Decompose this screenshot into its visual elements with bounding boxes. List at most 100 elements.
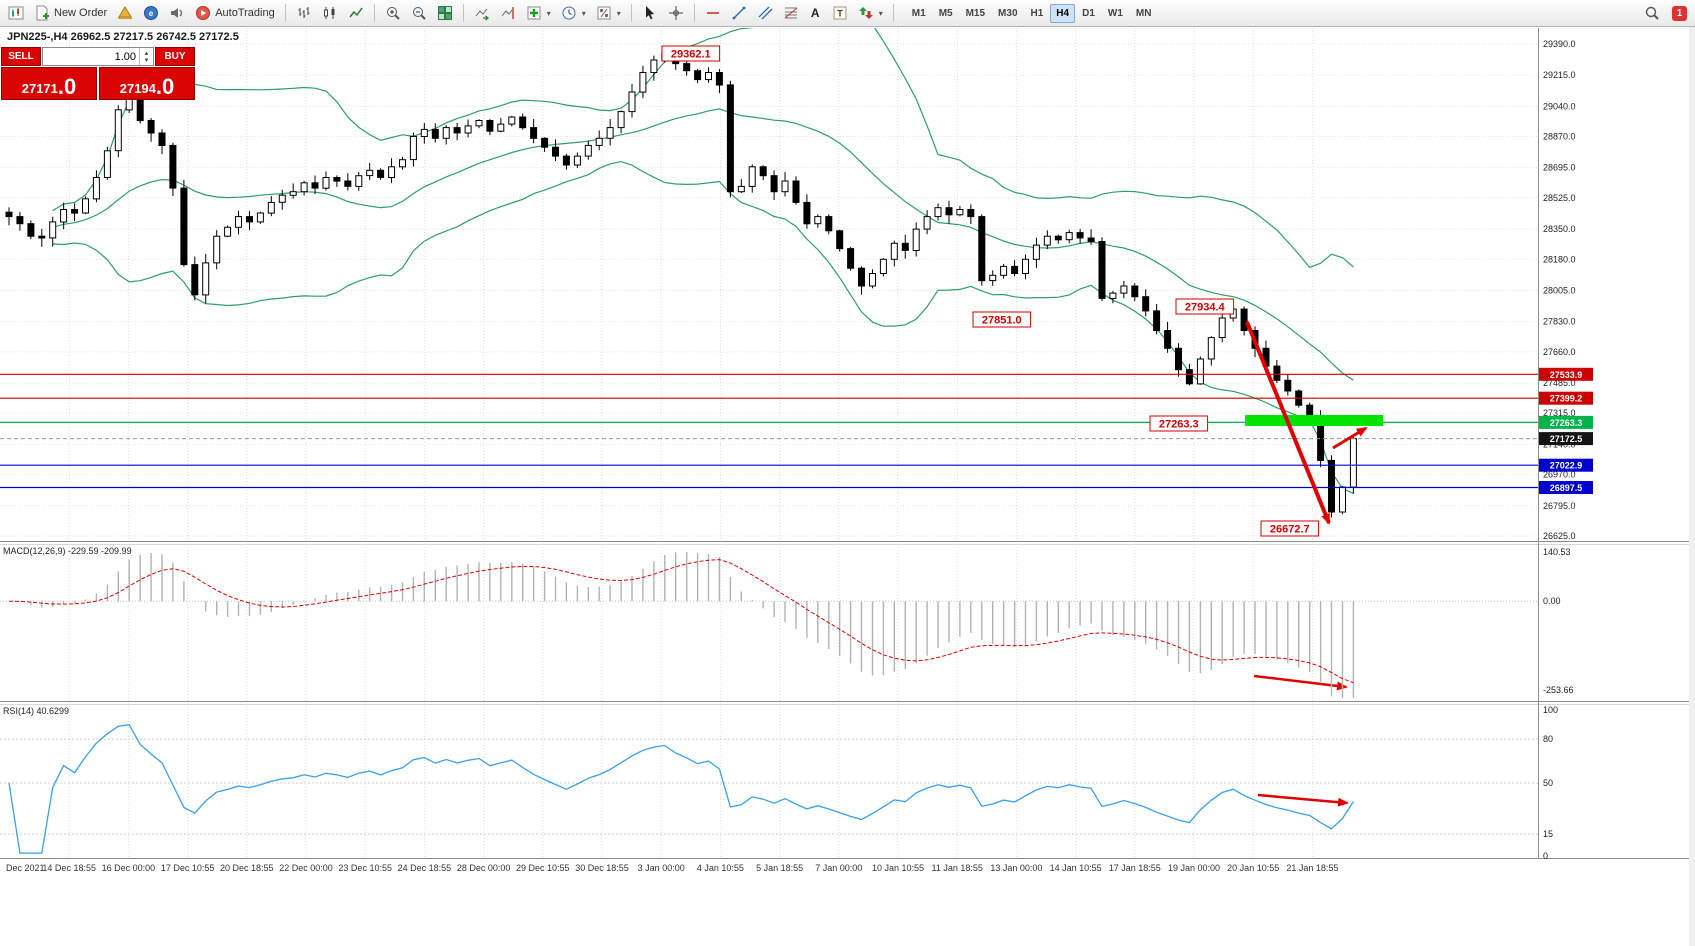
notification-badge[interactable]: 1 (1672, 5, 1687, 21)
metaeditor-icon[interactable]: e (139, 3, 163, 24)
periods-clock-icon[interactable]: ▾ (557, 3, 590, 24)
svg-text:28180.0: 28180.0 (1543, 254, 1576, 264)
text-icon[interactable]: A (810, 6, 820, 20)
price-tag (1539, 458, 1593, 472)
svg-text:4 Jan 10:55: 4 Jan 10:55 (697, 863, 744, 873)
pane-frame[interactable] (0, 27, 1695, 946)
volume-down-icon[interactable]: ▾ (144, 56, 149, 64)
svg-text:27660.0: 27660.0 (1543, 347, 1576, 357)
fibonacci-icon[interactable] (779, 3, 803, 24)
chart-shift-icon[interactable] (496, 3, 520, 24)
svg-text:27485.0: 27485.0 (1543, 378, 1576, 388)
svg-text:27263.3: 27263.3 (1550, 418, 1583, 428)
bollinger-bands[interactable] (52, 9, 1354, 494)
buy-price-main: 27194 (119, 81, 156, 96)
svg-text:5 Jan 18:55: 5 Jan 18:55 (756, 863, 803, 873)
text-label-icon[interactable]: T (828, 3, 852, 24)
svg-text:27315.0: 27315.0 (1543, 408, 1576, 418)
dropdown-caret: ▾ (546, 8, 551, 18)
svg-text:16 Dec 00:00: 16 Dec 00:00 (102, 863, 156, 873)
timeframe-d1[interactable]: D1 (1082, 7, 1095, 19)
svg-text:80: 80 (1543, 734, 1553, 744)
price-callout (1149, 415, 1209, 432)
volume-spin-buttons[interactable]: ▴ ▾ (139, 48, 153, 65)
svg-text:50: 50 (1543, 778, 1553, 788)
timeframe-m1[interactable]: M1 (911, 7, 926, 19)
svg-text:140.53: 140.53 (1543, 547, 1571, 557)
price-callout (661, 45, 721, 62)
timeframe-m30[interactable]: M30 (998, 7, 1018, 19)
timeframe-m5[interactable]: M5 (938, 7, 953, 19)
candlestick-chart-icon[interactable] (318, 3, 342, 24)
dropdown-caret: ▾ (878, 8, 883, 18)
sell-button[interactable]: SELL (1, 47, 41, 66)
svg-text:26625.0: 26625.0 (1543, 531, 1576, 541)
rsi-pane[interactable] (0, 724, 1538, 854)
svg-text:26897.5: 26897.5 (1550, 483, 1583, 493)
rsi-label: RSI(14) 40.6299 (3, 706, 70, 716)
svg-text:29215.0: 29215.0 (1543, 70, 1576, 80)
timeframe-w1[interactable]: W1 (1107, 7, 1123, 19)
buy-button[interactable]: BUY (155, 47, 195, 66)
equidistant-channel-icon[interactable] (753, 3, 777, 24)
svg-text:0: 0 (1543, 851, 1548, 861)
trendline-icon[interactable] (727, 3, 751, 24)
auto-scroll-icon[interactable] (470, 3, 494, 24)
svg-text:0.00: 0.00 (1543, 596, 1561, 606)
svg-text:14 Dec 18:55: 14 Dec 18:55 (42, 863, 96, 873)
price-tag (1539, 391, 1593, 405)
macd-pane[interactable] (0, 551, 1538, 698)
svg-text:24 Dec 18:55: 24 Dec 18:55 (398, 863, 452, 873)
templates-icon[interactable]: ▾ (592, 3, 625, 24)
buy-price-display[interactable]: 27194.0 (99, 67, 195, 100)
svg-text:27851.0: 27851.0 (982, 315, 1022, 327)
svg-text:13 Jan 00:00: 13 Jan 00:00 (990, 863, 1042, 873)
svg-text:17 Jan 18:55: 17 Jan 18:55 (1109, 863, 1161, 873)
zoom-in-icon[interactable] (381, 3, 405, 24)
toolbar: New Order e AutoTrading ▾ (0, 0, 1695, 27)
drawing-objects[interactable]: 29362.1 27934.4 27851.0 27263.3 26672.7 (661, 45, 1383, 807)
timeframe-mn[interactable]: MN (1135, 7, 1152, 19)
price-callout (972, 311, 1032, 328)
search-icon[interactable] (1640, 3, 1664, 24)
svg-text:27533.9: 27533.9 (1550, 370, 1583, 380)
sounds-icon[interactable] (165, 3, 189, 24)
line-chart-icon[interactable] (344, 3, 368, 24)
sell-price-main: 27171 (21, 81, 58, 96)
svg-text:29390.0: 29390.0 (1543, 39, 1576, 49)
bar-chart-icon[interactable] (292, 3, 316, 24)
dropdown-caret: ▾ (581, 8, 586, 18)
arrows-icon[interactable]: ▾ (854, 3, 887, 24)
svg-text:30 Dec 18:55: 30 Dec 18:55 (575, 863, 629, 873)
new-order-button[interactable]: New Order (30, 3, 111, 24)
price-tag (1539, 481, 1593, 494)
zoom-out-icon[interactable] (407, 3, 431, 24)
tile-windows-icon[interactable] (433, 3, 457, 24)
candles-layer[interactable] (5, 48, 1357, 518)
svg-text:27172.5: 27172.5 (1550, 434, 1583, 444)
sell-price-big: .0 (57, 74, 77, 99)
indicators-add-icon[interactable]: ▾ (522, 3, 555, 24)
cursor-icon[interactable] (638, 3, 662, 24)
price-axis[interactable]: 29390.0 29215.0 29040.0 28870.0 28695.0 28525… (1539, 39, 1593, 861)
dropdown-caret: ▾ (616, 8, 621, 18)
horizontal-line-icon[interactable] (701, 3, 725, 24)
autotrading-button[interactable]: AutoTrading (191, 3, 279, 24)
volume-stepper[interactable]: 1.00 ▴ ▾ (42, 47, 154, 66)
svg-text:T: T (837, 9, 843, 19)
svg-text:7 Jan 00:00: 7 Jan 00:00 (815, 863, 862, 873)
svg-text:14 Jan 10:55: 14 Jan 10:55 (1050, 863, 1102, 873)
timeframe-h1[interactable]: H1 (1030, 7, 1044, 19)
toolbar-separator (892, 4, 894, 22)
crosshair-icon[interactable] (664, 3, 688, 24)
sell-price-display[interactable]: 27171.0 (1, 67, 97, 100)
svg-text:22 Dec 00:00: 22 Dec 00:00 (279, 863, 333, 873)
timeframe-h4[interactable]: H4 (1050, 3, 1076, 23)
svg-text:20 Dec 18:55: 20 Dec 18:55 (220, 863, 274, 873)
volume-value[interactable]: 1.00 (114, 50, 136, 63)
volume-up-icon[interactable]: ▴ (144, 49, 149, 57)
expert-advisors-icon[interactable] (113, 3, 137, 24)
timeframe-m15[interactable]: M15 (965, 7, 986, 19)
